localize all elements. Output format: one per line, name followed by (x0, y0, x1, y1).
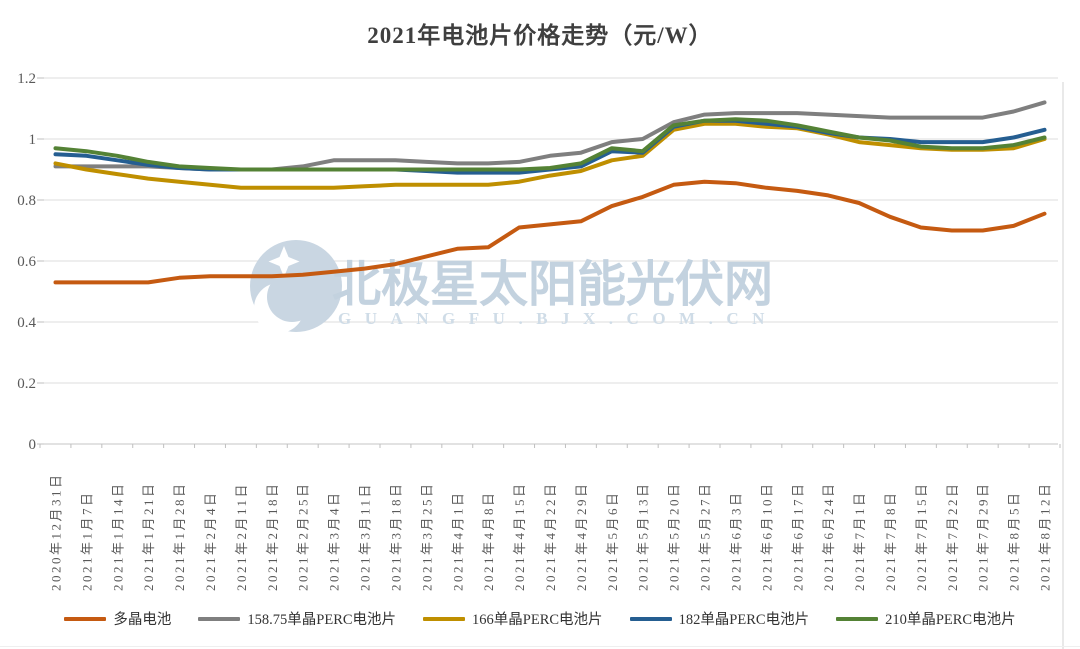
chart-title: 2021年电池片价格走势（元/W） (367, 23, 713, 48)
x-axis-tick-label: 2021年7月22日 (945, 481, 960, 591)
x-axis-tick-label: 2020年12月31日 (48, 472, 63, 591)
y-axis-tick-label: 0.4 (17, 315, 36, 331)
watermark-subtext: GUANGFU.BJX.COM.CN (338, 309, 778, 328)
series-line-多晶电池 (53, 179, 1047, 285)
legend-label: 166单晶PERC电池片 (472, 612, 603, 628)
x-axis-tick-label: 2021年1月28日 (172, 481, 187, 591)
x-axis-tick-label: 2021年7月15日 (914, 481, 929, 591)
legend-item-210单晶PERC电池片: 210单晶PERC电池片 (836, 608, 1016, 629)
x-axis-tick-label: 2021年1月14日 (110, 481, 125, 591)
page-border-bottom (0, 646, 1080, 647)
watermark-logo-star-icon (268, 246, 300, 277)
legend-swatch-icon (629, 616, 672, 621)
x-axis-tick-label: 2021年4月22日 (543, 481, 558, 591)
watermark-logo-crescent-cover (267, 272, 317, 322)
x-axis-tick-label: 2021年7月8日 (883, 490, 898, 591)
x-axis-tick-label: 2021年3月11日 (358, 482, 373, 591)
x-axis-tick-label: 2021年5月27日 (698, 481, 713, 591)
x-axis-tick-label: 2021年2月18日 (265, 481, 280, 591)
x-axis-tick-label: 2021年4月8日 (481, 490, 496, 591)
x-axis-tick-label: 2021年3月4日 (327, 490, 342, 591)
x-axis-tick-label: 2021年1月7日 (79, 490, 94, 591)
legend-label: 210单晶PERC电池片 (885, 612, 1016, 628)
x-axis-tick-label: 2021年4月1日 (450, 490, 465, 591)
legend-swatch-icon (423, 616, 466, 621)
y-axis-tick-label: 1.2 (17, 71, 36, 87)
legend-item-182单晶PERC电池片: 182单晶PERC电池片 (629, 608, 810, 629)
series-line-210单晶PERC电池片 (53, 117, 1047, 172)
legend-item-多晶电池: 多晶电池 (64, 608, 171, 629)
x-axis-tick-label: 2021年2月25日 (296, 481, 311, 591)
y-axis-tick-label: 0.6 (17, 254, 36, 270)
legend-label: 182单晶PERC电池片 (678, 612, 810, 628)
legend-item-166单晶PERC电池片: 166单晶PERC电池片 (423, 608, 603, 629)
x-axis-tick-label: 2021年7月1日 (852, 490, 867, 591)
x-axis-tick-label: 2021年2月4日 (203, 490, 218, 591)
legend-swatch-icon (64, 616, 107, 621)
legend-swatch-icon (198, 616, 241, 621)
x-axis-tick-label: 2021年4月15日 (512, 481, 527, 591)
watermark: 北极星太阳能光伏网 GUANGFU.BJX.COM.CN (250, 240, 778, 333)
x-axis-tick-label: 2021年3月25日 (419, 481, 434, 591)
x-axis-tick-label: 2021年6月24日 (821, 481, 836, 591)
series-line-158.75单晶PERC电池片 (53, 100, 1047, 172)
legend-item-158.75单晶PERC电池片: 158.75单晶PERC电池片 (198, 608, 396, 629)
y-axis-tick-label: 1 (29, 132, 37, 148)
legend-swatch-icon (836, 616, 879, 621)
x-axis-tick-label: 2021年5月20日 (667, 481, 682, 591)
axis-labels: 0 0.2 0.4 0.6 0.8 1 1.2 2020年12月31日 2021年1月7日 202… (17, 71, 1052, 591)
x-axis-tick-label: 2021年3月18日 (388, 481, 403, 591)
x-axis-tick-label: 2021年5月13日 (636, 481, 651, 591)
x-axis-tick-label: 2021年6月3日 (728, 490, 743, 591)
y-axis-tick-label: 0 (29, 437, 37, 453)
series-line-166单晶PERC电池片 (53, 121, 1047, 190)
x-axis-tick-label: 2021年6月17日 (790, 481, 805, 591)
x-axis-tick-label: 2021年7月29日 (976, 481, 991, 591)
x-axis-tick-label: 2021年6月10日 (759, 481, 774, 591)
series-lines (53, 100, 1047, 285)
y-axis-tick-label: 0.8 (17, 193, 36, 209)
page-border-right (1062, 82, 1064, 649)
legend-label: 158.75单晶PERC电池片 (247, 612, 397, 628)
x-axis-tick-label: 2021年5月6日 (605, 490, 620, 591)
y-axis-tick-label: 0.2 (17, 376, 36, 392)
x-axis-tick-label: 2021年4月29日 (574, 481, 589, 591)
legend-label: 多晶电池 (113, 612, 172, 628)
watermark-text: 北极星太阳能光伏网 (332, 257, 773, 312)
x-axis-tick-label: 2021年8月5日 (1007, 490, 1022, 591)
x-axis-tick-label: 2021年1月21日 (141, 481, 156, 591)
chart-legend: 多晶电池 158.75单晶PERC电池片 166单晶PERC电池片 182单晶PERC… (0, 608, 1080, 629)
x-axis-tick-label: 2021年2月11日 (234, 482, 249, 591)
x-axis-tick-label: 2021年8月12日 (1038, 481, 1053, 591)
